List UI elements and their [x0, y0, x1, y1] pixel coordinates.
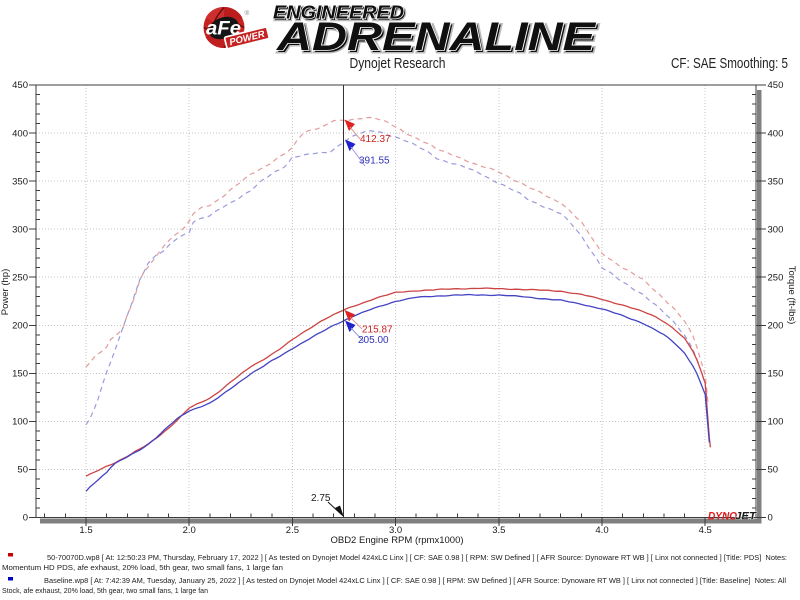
svg-text:450: 450: [12, 80, 28, 91]
svg-text:2.5: 2.5: [286, 525, 299, 536]
svg-text:4.5: 4.5: [699, 525, 712, 536]
svg-text:412.37: 412.37: [360, 134, 391, 145]
svg-text:OBD2 Engine RPM (rpmx1000): OBD2 Engine RPM (rpmx1000): [330, 535, 463, 546]
svg-text:350: 350: [12, 176, 28, 187]
svg-text:ENGINEERED: ENGINEERED: [275, 3, 406, 24]
svg-text:ADRENALINE: ADRENALINE: [276, 15, 597, 59]
svg-text:300: 300: [768, 224, 784, 235]
svg-text:450: 450: [768, 80, 784, 91]
svg-text:2.75: 2.75: [311, 493, 331, 504]
svg-text:215.87: 215.87: [362, 325, 393, 336]
svg-text:250: 250: [12, 272, 28, 283]
svg-text:3.5: 3.5: [492, 525, 505, 536]
svg-text:CF: SAE Smoothing: 5: CF: SAE Smoothing: 5: [671, 56, 788, 72]
svg-text:50: 50: [17, 465, 28, 476]
svg-text:400: 400: [12, 128, 28, 139]
svg-text:1.5: 1.5: [79, 525, 92, 536]
svg-text:Power (hp): Power (hp): [0, 269, 11, 315]
svg-text:ADRENALINE: ADRENALINE: [278, 17, 599, 61]
svg-text:2.0: 2.0: [183, 525, 196, 536]
svg-text:4.0: 4.0: [595, 525, 608, 536]
svg-text:205.00: 205.00: [358, 335, 389, 346]
svg-text:3.0: 3.0: [389, 525, 402, 536]
svg-text:200: 200: [768, 321, 784, 332]
svg-text:Torque (ft-lbs): Torque (ft-lbs): [786, 266, 797, 325]
svg-text:JET: JET: [735, 511, 757, 523]
svg-text:200: 200: [12, 321, 28, 332]
svg-text:®: ®: [245, 9, 250, 17]
svg-text:Baseline.wp8 [ At: 7:42:39 AM,: Baseline.wp8 [ At: 7:42:39 AM, Tuesday, …: [44, 576, 786, 585]
svg-text:0: 0: [768, 513, 773, 524]
svg-text:50: 50: [768, 465, 779, 476]
svg-text:400: 400: [768, 128, 784, 139]
svg-text:100: 100: [12, 417, 28, 428]
svg-text:DYNO: DYNO: [708, 511, 737, 523]
svg-text:Dynojet Research: Dynojet Research: [350, 56, 446, 72]
svg-text:aFe: aFe: [206, 19, 241, 40]
svg-text:ENGINEERED: ENGINEERED: [273, 2, 404, 23]
svg-text:150: 150: [12, 369, 28, 380]
svg-text:300: 300: [12, 224, 28, 235]
svg-text:Momentum HD PDS, afe exhaust,: Momentum HD PDS, afe exhaust, 20% load, …: [2, 563, 283, 572]
svg-text:150: 150: [768, 369, 784, 380]
svg-text:391.55: 391.55: [359, 156, 390, 167]
svg-text:350: 350: [768, 176, 784, 187]
svg-text:100: 100: [768, 417, 784, 428]
svg-text:Stock, afe exhaust, 20% load,: Stock, afe exhaust, 20% load, 5th gear, …: [2, 586, 208, 595]
svg-text:0: 0: [23, 513, 28, 524]
svg-text:250: 250: [768, 272, 784, 283]
svg-text:50-70070D.wp8 [ At: 12:50:23 P: 50-70070D.wp8 [ At: 12:50:23 PM, Thursda…: [47, 553, 787, 562]
